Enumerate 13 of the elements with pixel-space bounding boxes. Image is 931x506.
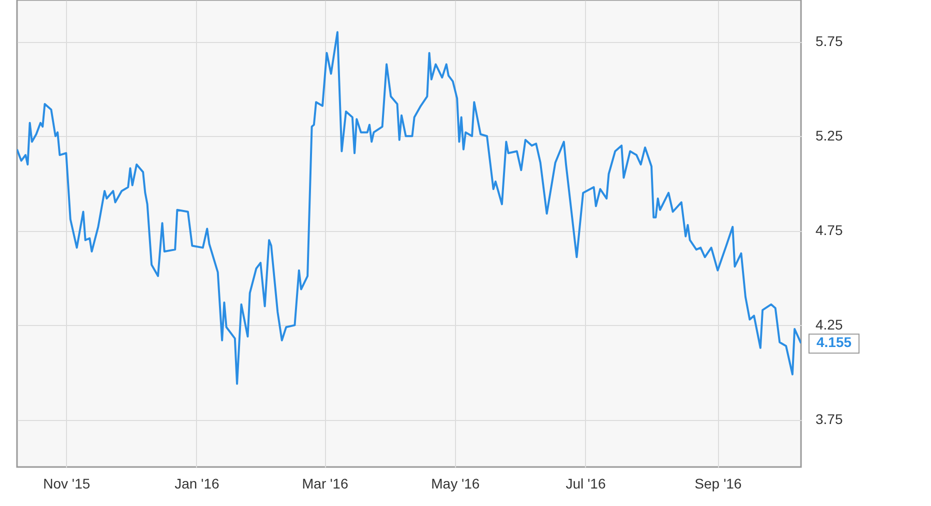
y-tick-label: 4.25 — [816, 316, 843, 333]
x-tick-label: Mar '16 — [302, 476, 348, 492]
y-tick-label: 3.75 — [816, 411, 843, 428]
y-tick-label: 5.75 — [816, 33, 843, 50]
x-tick-label: Jan '16 — [174, 476, 220, 492]
x-tick-label: Nov '15 — [43, 476, 90, 492]
x-tick-label: May '16 — [431, 476, 480, 492]
y-tick-label: 4.75 — [816, 222, 843, 238]
y-tick-label: 5.25 — [816, 128, 843, 144]
x-tick-label: Jul '16 — [566, 476, 606, 492]
line-series — [17, 31, 801, 385]
annotation: 4.155 — [816, 334, 852, 350]
x-tick-label: Sep '16 — [694, 476, 742, 492]
